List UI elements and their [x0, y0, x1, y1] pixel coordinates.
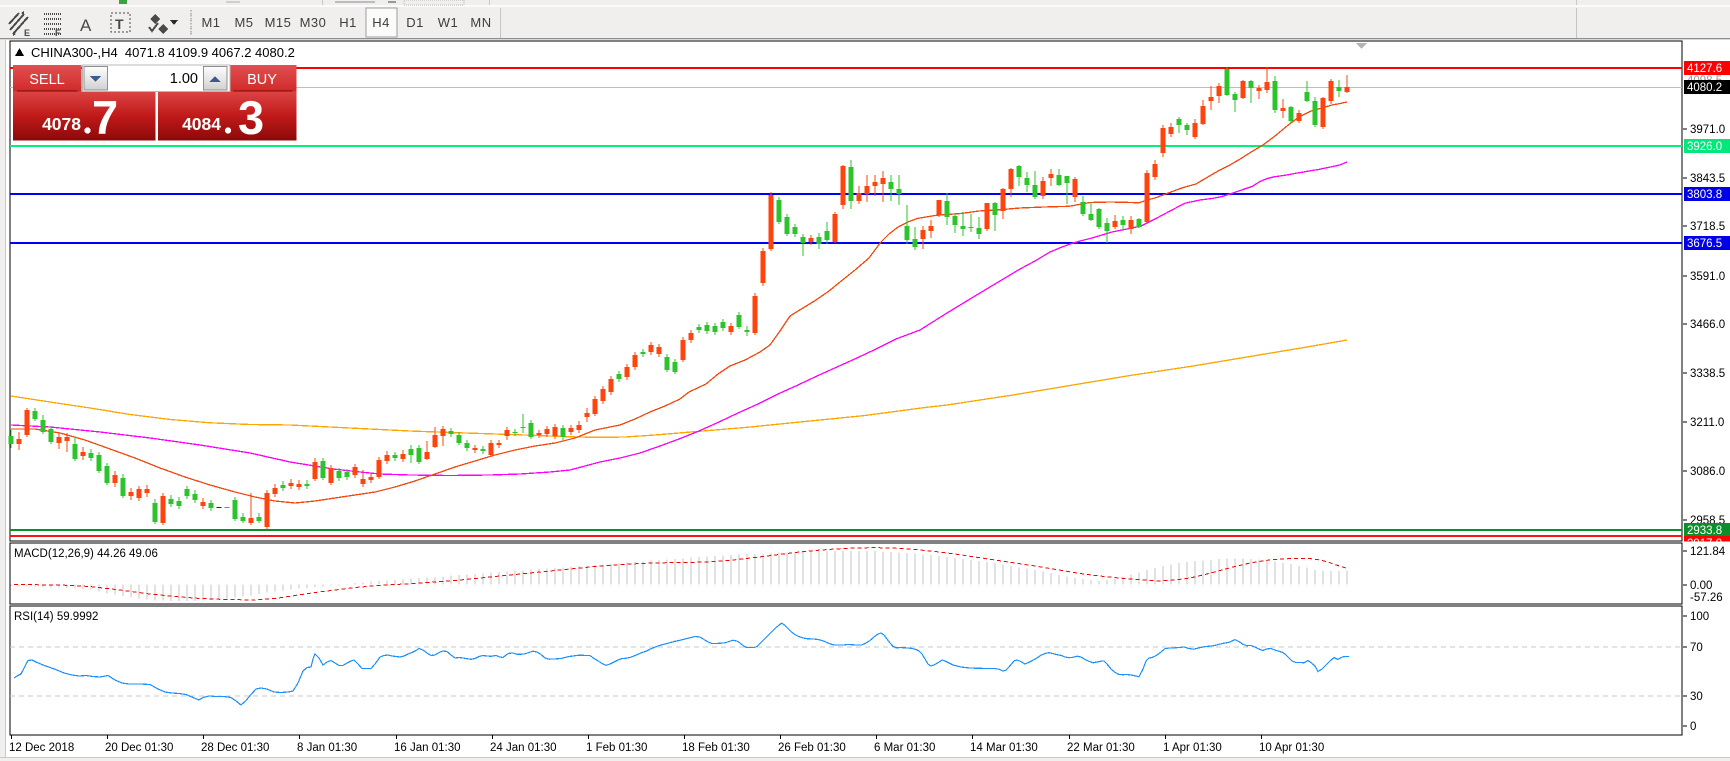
svg-text:2917.0: 2917.0: [1687, 538, 1722, 550]
svg-text:MN: MN: [470, 15, 491, 30]
svg-text:2933.8: 2933.8: [1687, 525, 1722, 537]
svg-text:1 Apr 01:30: 1 Apr 01:30: [1163, 742, 1222, 754]
svg-text:8 Jan 01:30: 8 Jan 01:30: [297, 742, 357, 754]
svg-text:RSI(14) 59.9992: RSI(14) 59.9992: [14, 611, 98, 623]
svg-text:3466.0: 3466.0: [1690, 319, 1725, 331]
svg-text:24 Jan 01:30: 24 Jan 01:30: [490, 742, 557, 754]
svg-text:T: T: [115, 16, 124, 32]
svg-text:M30: M30: [300, 15, 327, 30]
svg-text:100: 100: [1690, 611, 1709, 623]
svg-text:4084: 4084: [182, 114, 221, 134]
svg-text:22 Mar 01:30: 22 Mar 01:30: [1067, 742, 1135, 754]
svg-text:H1: H1: [339, 15, 357, 30]
svg-text:D1: D1: [406, 15, 424, 30]
svg-text:3211.0: 3211.0: [1690, 417, 1724, 429]
svg-text:3803.8: 3803.8: [1687, 189, 1722, 201]
svg-text:3718.5: 3718.5: [1690, 221, 1725, 233]
svg-text:20 Dec 01:30: 20 Dec 01:30: [105, 742, 173, 754]
svg-text:3971.0: 3971.0: [1690, 124, 1725, 136]
svg-text:0.00: 0.00: [1690, 580, 1712, 592]
svg-text:1 Feb 01:30: 1 Feb 01:30: [586, 742, 647, 754]
svg-text:7: 7: [92, 91, 118, 144]
svg-text:10 Apr 01:30: 10 Apr 01:30: [1259, 742, 1324, 754]
svg-text:M1: M1: [201, 15, 220, 30]
svg-text:4080.2: 4080.2: [1687, 82, 1722, 94]
svg-text:M5: M5: [234, 15, 253, 30]
svg-text:3926.0: 3926.0: [1687, 141, 1722, 153]
svg-text:E: E: [24, 28, 30, 38]
svg-text:0: 0: [1690, 721, 1696, 733]
svg-text:3: 3: [238, 91, 264, 144]
svg-text:BUY: BUY: [247, 72, 277, 88]
svg-text:121.84: 121.84: [1690, 546, 1726, 558]
svg-text:18 Feb 01:30: 18 Feb 01:30: [682, 742, 750, 754]
svg-text:SELL: SELL: [29, 72, 64, 88]
svg-text:A: A: [80, 16, 92, 35]
svg-text:16 Jan 01:30: 16 Jan 01:30: [394, 742, 461, 754]
svg-text:3843.5: 3843.5: [1690, 173, 1725, 185]
svg-text:3676.5: 3676.5: [1687, 238, 1722, 250]
svg-text:3338.5: 3338.5: [1690, 368, 1725, 380]
svg-text:12 Dec 2018: 12 Dec 2018: [9, 742, 74, 754]
svg-text:M15: M15: [265, 15, 292, 30]
svg-text:28 Dec 01:30: 28 Dec 01:30: [201, 742, 269, 754]
svg-text:CHINA300-,H4 4071.8 4109.9 40: CHINA300-,H4 4071.8 4109.9 4067.2 4080.2: [31, 45, 295, 60]
svg-text:4127.6: 4127.6: [1687, 63, 1722, 75]
svg-text:MACD(12,26,9) 44.26 49.06: MACD(12,26,9) 44.26 49.06: [14, 548, 158, 560]
svg-text:F: F: [55, 28, 61, 38]
svg-text:26 Feb 01:30: 26 Feb 01:30: [778, 742, 846, 754]
svg-text:6 Mar 01:30: 6 Mar 01:30: [874, 742, 935, 754]
svg-text:-57.26: -57.26: [1690, 592, 1723, 604]
svg-text:70: 70: [1690, 642, 1703, 654]
svg-text:4078: 4078: [42, 114, 81, 134]
svg-text:3591.0: 3591.0: [1690, 271, 1725, 283]
svg-text:3086.0: 3086.0: [1690, 466, 1725, 478]
svg-text:14 Mar 01:30: 14 Mar 01:30: [970, 742, 1038, 754]
svg-text:W1: W1: [438, 15, 459, 30]
svg-text:H4: H4: [372, 15, 390, 30]
svg-text:30: 30: [1690, 691, 1703, 703]
svg-text:1.00: 1.00: [170, 71, 198, 87]
